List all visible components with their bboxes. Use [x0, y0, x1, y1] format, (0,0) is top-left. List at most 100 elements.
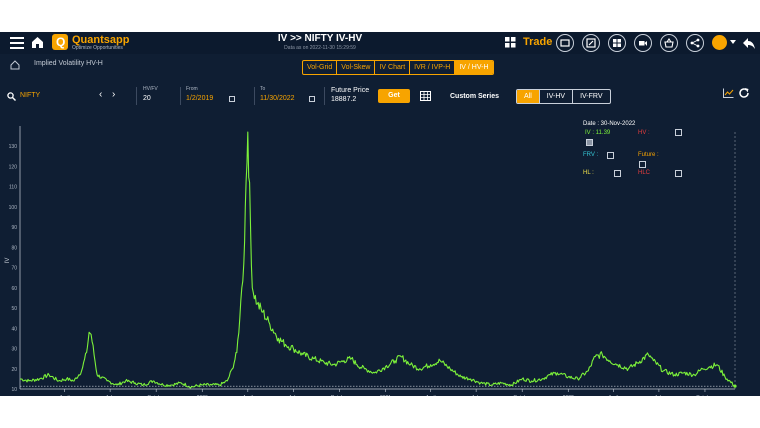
data-timestamp: Data as on 2022-11-30 15:29:59 — [284, 45, 356, 51]
chevron-left-icon[interactable]: ‹ — [99, 89, 103, 100]
divider — [136, 87, 137, 105]
iv-hv-chart[interactable]: IV 10 20 30 40 50 60 70 80 90 100 110 120 130 April Jul… — [0, 122, 760, 396]
video-icon[interactable] — [634, 34, 652, 52]
legend-hlc-checkbox[interactable] — [675, 170, 682, 177]
brand-name: Quantsapp — [72, 34, 130, 46]
hv-fv-input[interactable]: 20 — [143, 95, 151, 102]
y-tick-label: 20 — [11, 367, 17, 373]
legend-iv-label: IV : 11.39 — [585, 130, 611, 136]
breadcrumb-home-icon[interactable] — [10, 60, 20, 70]
symbol-input[interactable]: NIFTY — [20, 92, 41, 99]
y-tick-label: 40 — [11, 326, 17, 332]
iv-series-line — [19, 131, 736, 389]
y-tick-label: 10 — [11, 387, 17, 393]
x-tick-label: 2022 — [563, 395, 574, 396]
legend-panel: Date : 30-Nov-2022 IV : 11.39 HV : FRV :… — [583, 113, 693, 183]
quantsapp-logo-icon[interactable]: Q — [52, 34, 68, 50]
legend-hl-checkbox[interactable] — [614, 170, 621, 177]
y-tick-label: 110 — [9, 185, 17, 191]
chevron-right-icon[interactable]: › — [112, 89, 116, 100]
tab-iv-chart[interactable]: IV Chart — [375, 61, 411, 74]
legend-hl-label: HL : — [583, 170, 594, 176]
refresh-icon[interactable] — [738, 87, 750, 99]
legend-hlc-label: HLC — [638, 170, 651, 176]
y-tick-label: 120 — [9, 164, 18, 170]
get-button[interactable]: Get — [378, 89, 410, 103]
chart-type-icon[interactable] — [723, 88, 734, 98]
view-tabs: Vol-Grid Vol-Skew IV Chart IVR / IVP-H I… — [302, 60, 494, 75]
legend-hv-label: HV : — [638, 130, 650, 136]
y-tick-label: 100 — [9, 205, 18, 211]
legend-future-checkbox[interactable] — [639, 161, 646, 168]
x-tick-label: 2020 — [197, 395, 208, 396]
x-tick-label: October — [331, 395, 349, 396]
table-icon[interactable] — [420, 91, 431, 101]
iv-last-point — [733, 384, 737, 388]
x-tick-label: July — [472, 395, 481, 396]
x-tick-label: October — [513, 395, 531, 396]
x-tick-label: April — [60, 395, 70, 396]
search-icon — [7, 92, 16, 101]
y-tick-label: 70 — [11, 266, 17, 272]
x-tick-label: 2021 — [380, 395, 391, 396]
y-tick-label: 60 — [11, 286, 17, 292]
tab-iv-hv-h[interactable]: IV / HV-H — [455, 61, 493, 74]
basket-icon[interactable] — [660, 34, 678, 52]
to-date-input[interactable]: 11/30/2022 — [260, 95, 295, 102]
breadcrumb[interactable]: Implied Volatility HV-H — [34, 60, 103, 67]
legend-hv-checkbox[interactable] — [675, 129, 682, 136]
chevron-down-icon[interactable] — [730, 40, 736, 44]
divider — [324, 87, 325, 105]
trade-button[interactable]: Trade — [523, 36, 553, 48]
custom-series-button[interactable]: Custom Series — [450, 93, 500, 100]
top-bar: Q Quantsapp Optimize Opportunities IV >>… — [0, 32, 760, 54]
strategy-icon[interactable] — [582, 34, 600, 52]
future-price-label: Future Price — [331, 87, 370, 94]
filter-iv-frv-button[interactable]: IV-FRV — [580, 93, 603, 100]
hv-fv-label: HV/FV — [143, 86, 158, 92]
series-filter: All IV-HV IV-FRV — [516, 89, 611, 104]
x-tick-label: July — [654, 395, 663, 396]
x-tick-label: July — [106, 395, 115, 396]
y-axis-label: IV — [5, 258, 11, 264]
user-avatar-icon[interactable] — [712, 35, 727, 50]
screen-icon[interactable] — [556, 34, 574, 52]
tab-vol-grid[interactable]: Vol-Grid — [303, 61, 338, 74]
y-tick-label: 90 — [11, 225, 17, 231]
legend-future-label: Future : — [638, 152, 659, 158]
divider — [180, 87, 181, 105]
calendar-icon[interactable] — [229, 96, 235, 102]
legend-frv-label: FRV : — [583, 152, 599, 158]
y-tick-label: 130 — [9, 144, 18, 150]
x-tick-label: October — [147, 395, 165, 396]
calendar-icon[interactable] — [309, 96, 315, 102]
divider — [254, 87, 255, 105]
back-arrow-icon[interactable] — [742, 36, 756, 50]
x-tick-label: April — [426, 395, 436, 396]
x-tick-label: April — [608, 395, 618, 396]
to-label: To — [260, 86, 266, 92]
y-tick-label: 50 — [11, 306, 17, 312]
y-tick-label: 80 — [11, 245, 17, 251]
page-title: IV >> NIFTY IV-HV — [277, 33, 363, 44]
brand-tagline: Optimize Opportunities — [72, 45, 123, 51]
trade-grid-icon[interactable] — [505, 37, 516, 48]
from-label: From — [186, 86, 198, 92]
future-price-value: 18887.2 — [331, 96, 357, 103]
home-icon[interactable] — [31, 36, 44, 49]
x-tick-label: April — [243, 395, 253, 396]
share-icon[interactable] — [686, 34, 704, 52]
filter-all-button[interactable]: All — [517, 90, 540, 103]
menu-icon[interactable] — [10, 37, 24, 49]
app-window: Q Quantsapp Optimize Opportunities IV >>… — [0, 32, 760, 396]
from-date-input[interactable]: 1/2/2019 — [186, 95, 214, 102]
x-tick-label: July — [289, 395, 298, 396]
legend-frv-checkbox[interactable] — [607, 152, 614, 159]
y-tick-label: 30 — [11, 347, 17, 353]
tab-ivr-ivp-h[interactable]: IVR / IVP-H — [410, 61, 456, 74]
tab-vol-skew[interactable]: Vol-Skew — [337, 61, 376, 74]
legend-date: Date : 30-Nov-2022 — [583, 121, 636, 127]
dashboard-icon[interactable] — [608, 34, 626, 52]
legend-iv-checkbox[interactable] — [586, 139, 593, 146]
filter-iv-hv-button[interactable]: IV-HV — [540, 90, 574, 103]
